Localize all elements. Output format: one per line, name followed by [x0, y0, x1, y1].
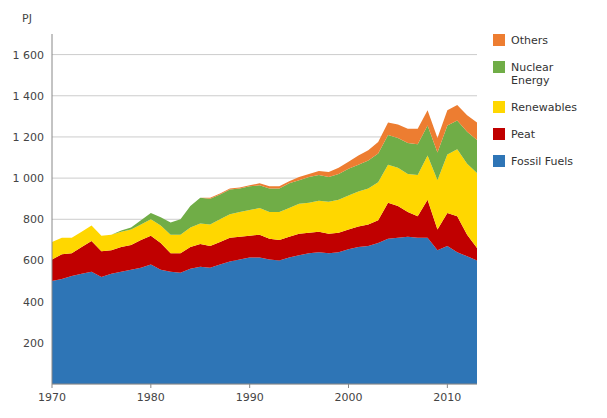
- area: [52, 105, 477, 242]
- legend-label: Peat: [511, 128, 536, 141]
- y-tick-label: 1 400: [13, 90, 45, 103]
- legend-swatch: [493, 61, 505, 73]
- y-tick-label: 1 000: [13, 172, 45, 185]
- grid-line: [52, 384, 477, 385]
- x-tick-label: 1980: [137, 391, 165, 404]
- legend-swatch: [493, 155, 505, 167]
- chart: 200 400 600 800 1 000 1 200 1 400 1 600 1970 1980…: [0, 0, 607, 418]
- x-tick: [348, 384, 349, 388]
- legend-swatch: [493, 34, 505, 46]
- y-tick-label: 1 600: [13, 49, 45, 62]
- x-tick: [150, 384, 151, 388]
- legend-label: Fossil Fuels: [511, 155, 573, 168]
- x-tick: [447, 384, 448, 388]
- x-tick: [249, 384, 250, 388]
- x-tick-label: 1970: [38, 391, 66, 404]
- legend: Others NuclearEnergy Renewables Peat Fossil …: [493, 34, 577, 168]
- x-tick-label: 1990: [236, 391, 264, 404]
- y-tick-label: 400: [23, 296, 44, 309]
- y-axis-label: PJ: [22, 12, 32, 25]
- grid-line: [52, 54, 477, 55]
- x-tick: [52, 384, 53, 388]
- y-tick-label: 200: [23, 337, 44, 350]
- legend-swatch: [493, 101, 505, 113]
- areas: [52, 105, 477, 384]
- grid: [52, 55, 477, 384]
- y-tick-label: 1 200: [13, 131, 45, 144]
- x-axis-line: [52, 384, 477, 385]
- x-tick-label: 2010: [433, 391, 461, 404]
- grid-line: [52, 95, 477, 96]
- legend-swatch: [493, 128, 505, 140]
- legend-label: Renewables: [511, 101, 577, 114]
- x-tick-label: 2000: [335, 391, 363, 404]
- y-tick-label: 800: [23, 213, 44, 226]
- y-axis-line: [52, 34, 53, 384]
- legend-label: Others: [511, 34, 548, 47]
- y-tick-label: 600: [23, 254, 44, 267]
- legend-label: NuclearEnergy: [511, 61, 554, 87]
